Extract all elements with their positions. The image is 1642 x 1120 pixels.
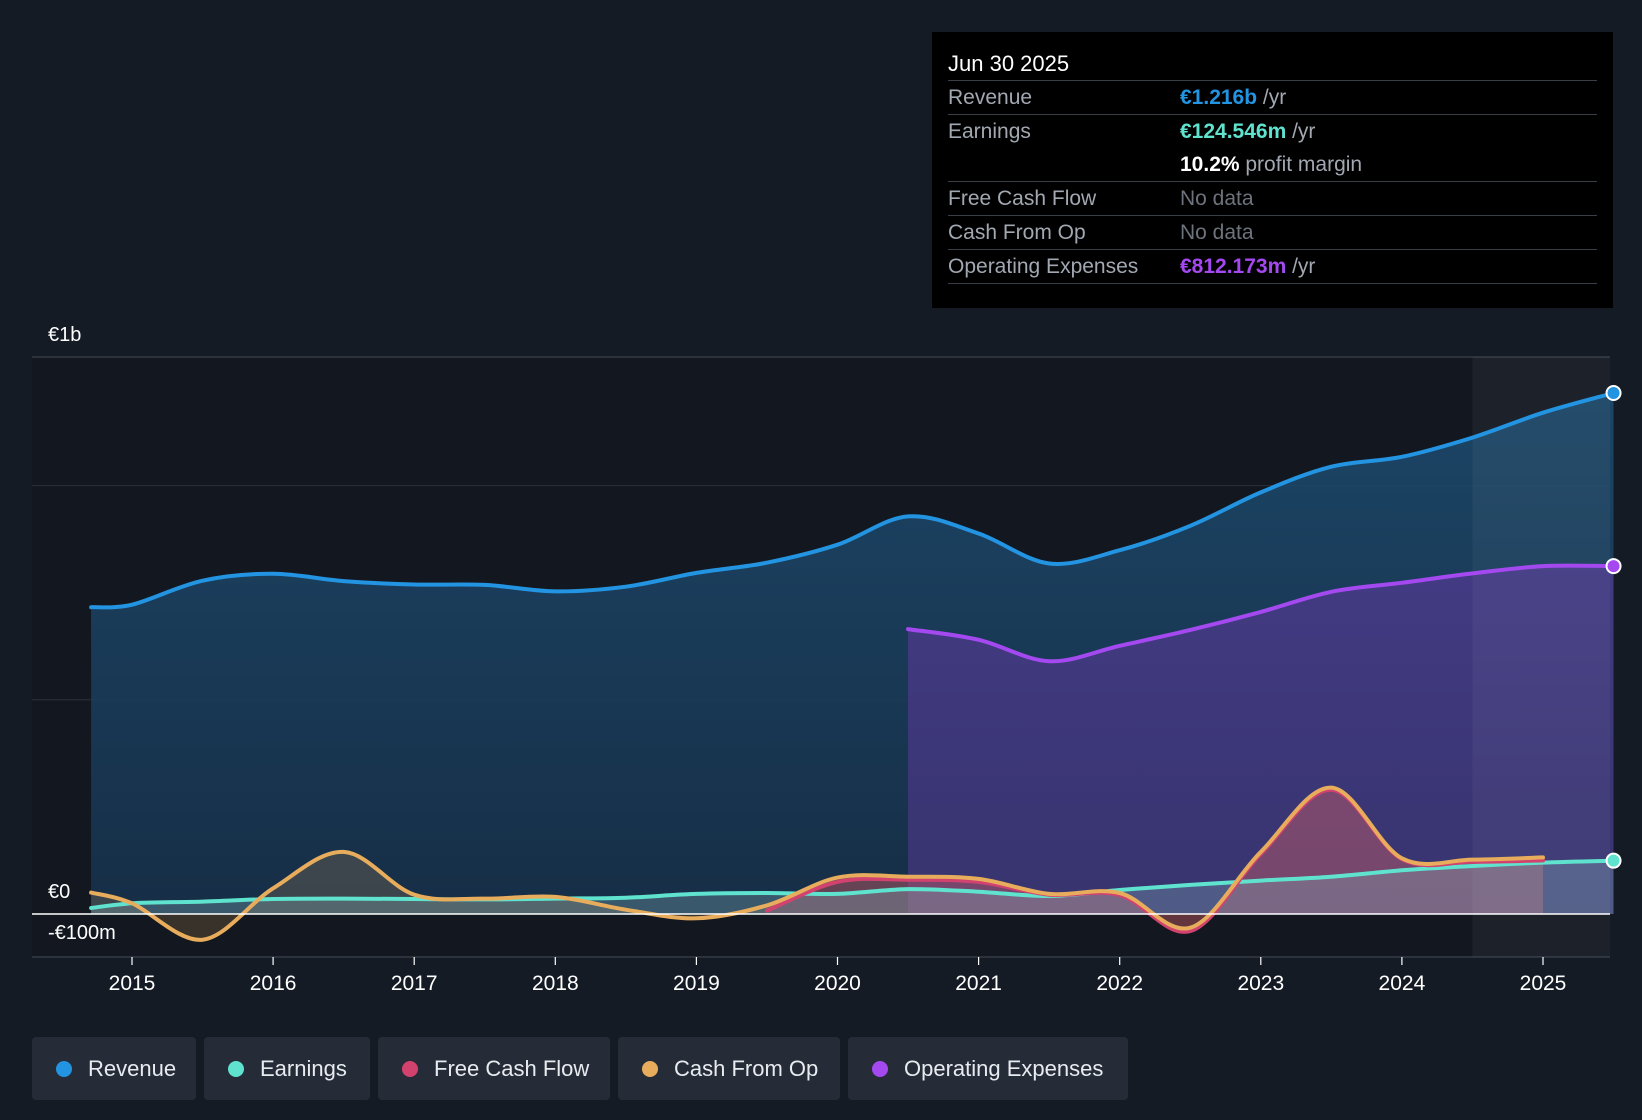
y-tick-label: €0 bbox=[48, 881, 70, 903]
revenue-line bbox=[89, 391, 1616, 610]
tooltip-date: Jun 30 2025 bbox=[948, 51, 1070, 76]
tooltip-revenue-label: Revenue bbox=[948, 86, 1033, 109]
x-tick-label: 2019 bbox=[673, 972, 720, 995]
opex-end-marker bbox=[1605, 558, 1622, 575]
legend-item-earnings[interactable]: Earnings bbox=[204, 1037, 370, 1100]
tooltip-row-revenue: Revenue €1.216b /yr bbox=[948, 80, 1597, 114]
forecast-region bbox=[1472, 357, 1610, 957]
tooltip-margin-value: 10.2% bbox=[1180, 153, 1240, 176]
legend-item-operating-expenses[interactable]: Operating Expenses bbox=[848, 1037, 1128, 1100]
tooltip-opex-unit: /yr bbox=[1286, 255, 1316, 278]
tooltip-revenue-value: €1.216b bbox=[1180, 86, 1258, 109]
x-tick-label: 2025 bbox=[1520, 972, 1567, 995]
x-tick-label: 2024 bbox=[1379, 972, 1426, 995]
x-tick-label: 2016 bbox=[250, 972, 297, 995]
legend-label-free-cash-flow: Free Cash Flow bbox=[434, 1056, 590, 1081]
y-tick-label: -€100m bbox=[48, 922, 116, 944]
tooltip-opex-value: €812.173m bbox=[1180, 255, 1287, 278]
tooltip-cfo-value: No data bbox=[1180, 221, 1254, 244]
legend-label-operating-expenses: Operating Expenses bbox=[904, 1056, 1104, 1081]
x-tick-label: 2020 bbox=[814, 972, 861, 995]
tooltip-row-margin: 10.2% profit margin bbox=[948, 148, 1597, 181]
tooltip-row-earnings: Earnings €124.546m /yr bbox=[948, 114, 1597, 148]
earnings-line bbox=[89, 858, 1616, 910]
x-tick-label: 2023 bbox=[1237, 972, 1284, 995]
tooltip: Jun 30 2025 Revenue €1.216b /yr Earnings… bbox=[932, 32, 1613, 308]
tooltip-row-fcf: Free Cash Flow No data bbox=[948, 181, 1597, 215]
x-tick-label: 2015 bbox=[109, 972, 156, 995]
operating-expenses-line bbox=[906, 563, 1616, 664]
tooltip-margin-label: profit margin bbox=[1239, 153, 1363, 176]
tooltip-fcf-value: No data bbox=[1180, 187, 1254, 210]
revenue-end-marker bbox=[1605, 384, 1622, 401]
legend-label-cash-from-op: Cash From Op bbox=[674, 1056, 819, 1081]
cash-from-op-line bbox=[89, 785, 1545, 942]
free-cash-flow-dot-icon bbox=[402, 1061, 418, 1077]
tooltip-row-opex: Operating Expenses €812.173m /yr bbox=[948, 249, 1597, 284]
operating-expenses-dot-icon bbox=[872, 1061, 888, 1077]
legend-label-earnings: Earnings bbox=[260, 1056, 347, 1081]
x-tick-label: 2017 bbox=[391, 972, 438, 995]
legend-item-free-cash-flow[interactable]: Free Cash Flow bbox=[378, 1037, 610, 1100]
cash-from-op-area bbox=[91, 787, 1544, 940]
tooltip-row-cfo: Cash From Op No data bbox=[948, 215, 1597, 249]
legend-label-revenue: Revenue bbox=[88, 1056, 177, 1081]
tooltip-revenue-unit: /yr bbox=[1257, 86, 1287, 109]
tooltip-earnings-value: €124.546m bbox=[1180, 120, 1287, 143]
tooltip-cfo-label: Cash From Op bbox=[948, 221, 1086, 244]
tooltip-earnings-unit: /yr bbox=[1286, 120, 1316, 143]
tooltip-earnings-label: Earnings bbox=[948, 120, 1031, 143]
earnings-end-marker bbox=[1605, 852, 1622, 869]
revenue-dot-icon bbox=[56, 1061, 72, 1077]
x-tick-label: 2021 bbox=[955, 972, 1002, 995]
cash-from-op-dot-icon bbox=[642, 1061, 658, 1077]
y-tick-label: €1b bbox=[48, 324, 81, 346]
x-tick-label: 2018 bbox=[532, 972, 579, 995]
operating-expenses-area bbox=[908, 565, 1614, 914]
tooltip-fcf-label: Free Cash Flow bbox=[948, 187, 1097, 210]
free-cash-flow-area bbox=[766, 789, 1543, 932]
legend-item-cash-from-op[interactable]: Cash From Op bbox=[618, 1037, 840, 1100]
earnings-dot-icon bbox=[228, 1061, 244, 1077]
tooltip-opex-label: Operating Expenses bbox=[948, 255, 1139, 278]
legend-item-revenue[interactable]: Revenue bbox=[32, 1037, 196, 1100]
x-tick-label: 2022 bbox=[1096, 972, 1143, 995]
